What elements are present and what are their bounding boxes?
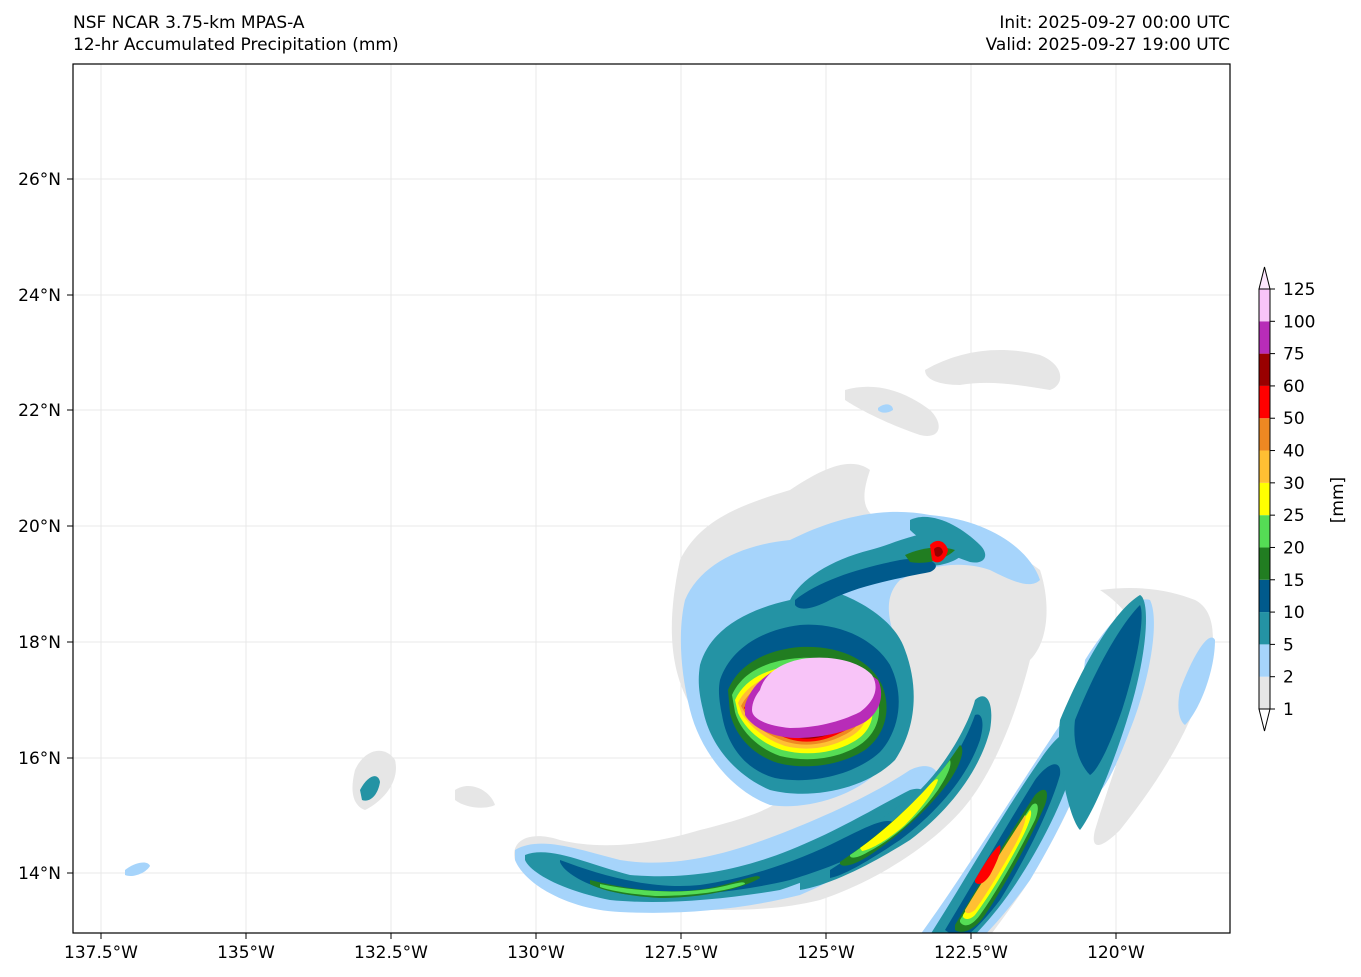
precip-60mm-north-cell [934,546,943,557]
lat-tick-label: 14°N [18,864,61,884]
lat-tick-label: 24°N [18,286,61,306]
colorbar-tick-label: 1 [1283,700,1294,720]
lat-tick-label: 16°N [18,749,61,769]
lon-tick-label: 132.5°W [354,943,428,963]
lat-tick-label: 20°N [18,517,61,537]
precip-100mm-core [752,657,876,728]
colorbar-swatch [1259,353,1270,386]
colorbar-swatch [1259,482,1270,516]
precip-20mm-south-spiral [600,882,745,896]
lon-tick-label: 125°W [797,943,855,963]
precip-1mm-northeast-patch [925,350,1061,390]
precip-5mm-north-band [910,516,986,563]
colorbar-swatch [1259,612,1270,645]
precip-1mm-west-patch-2 [455,785,495,808]
field-title: 12-hr Accumulated Precipitation (mm) [73,35,399,55]
colorbar-over-arrow [1258,266,1271,290]
map-frame [72,63,1231,934]
init-time: Init: 2025-09-27 00:00 UTC [999,13,1230,33]
lon-tick-label: 127.5°W [644,943,718,963]
valid-time: Valid: 2025-09-27 19:00 UTC [985,35,1230,55]
colorbar-swatch [1259,385,1270,419]
colorbar-swatch [1259,321,1270,354]
colorbar-tick-label: 75 [1283,345,1305,365]
precip-1mm-north-band [845,386,939,436]
colorbar-tick-label: 125 [1283,280,1315,300]
colorbar-swatch [1259,579,1270,613]
lon-tick-label: 122.5°W [934,943,1008,963]
precip-10mm-east-band-b [1074,605,1142,775]
lat-tick-label: 26°N [18,170,61,190]
precip-50mm-east-band [975,845,1001,884]
colorbar-swatch [1259,289,1270,322]
precip-10mm-south-spiral [560,820,895,896]
time-block: Init: 2025-09-27 00:00 UTC Valid: 2025-0… [986,12,1230,56]
colorbar-tick-label: 20 [1283,538,1305,558]
precip-2mm-fragment-west [125,862,150,876]
colorbar-swatch [1259,644,1270,677]
lon-tick-label: 137.5°W [64,943,138,963]
colorbar-swatch [1259,547,1270,580]
colorbar-tick-label: 100 [1283,312,1315,332]
lat-tick-label: 18°N [18,633,61,653]
colorbar-tick-label: 60 [1283,377,1305,397]
colorbar-tick-label: 30 [1283,474,1305,494]
colorbar-tick-label: 50 [1283,409,1305,429]
colorbar-tick-label: 2 [1283,668,1294,688]
colorbar-tick-label: 25 [1283,506,1305,526]
longitude-axis: 137.5°W 135°W 132.5°W 130°W 127.5°W 125°… [64,933,1145,963]
precip-2mm-far-east-band [1178,637,1215,725]
colorbar-swatch [1259,515,1270,548]
lon-tick-label: 130°W [507,943,565,963]
colorbar-tick-label: 40 [1283,442,1305,462]
lon-tick-label: 120°W [1087,943,1145,963]
colorbar-swatch [1259,676,1270,709]
precip-5mm-west-patch [360,776,380,801]
colorbar-unit-label: [mm] [1328,477,1348,523]
precip-1mm-east-bands [1093,588,1213,845]
colorbar-tick-label: 15 [1283,571,1305,591]
colorbar-swatches [1259,289,1270,709]
precip-5mm-mid-band [800,696,992,890]
colorbar-tick-label: 5 [1283,635,1294,655]
latitude-axis: 14°N 16°N 18°N 20°N 22°N 24°N 26°N [18,170,73,884]
precip-25mm-mid-band [860,779,938,851]
lat-tick-label: 22°N [18,401,61,421]
precipitation-field [125,350,1215,933]
model-title: NSF NCAR 3.75-km MPAS-A [73,13,305,33]
colorbar-tick-label: 10 [1283,603,1305,623]
precip-2mm-fragment-north [878,404,893,413]
precip-10mm-outer-arc [795,558,936,609]
lon-tick-label: 135°W [217,943,275,963]
colorbar-under-arrow [1258,708,1271,732]
map-panel [72,63,1231,934]
colorbar-swatch [1259,418,1270,451]
colorbar-swatch [1259,450,1270,483]
title-block: NSF NCAR 3.75-km MPAS-A 12-hr Accumulate… [73,12,399,56]
colorbar-frame [1258,288,1271,710]
